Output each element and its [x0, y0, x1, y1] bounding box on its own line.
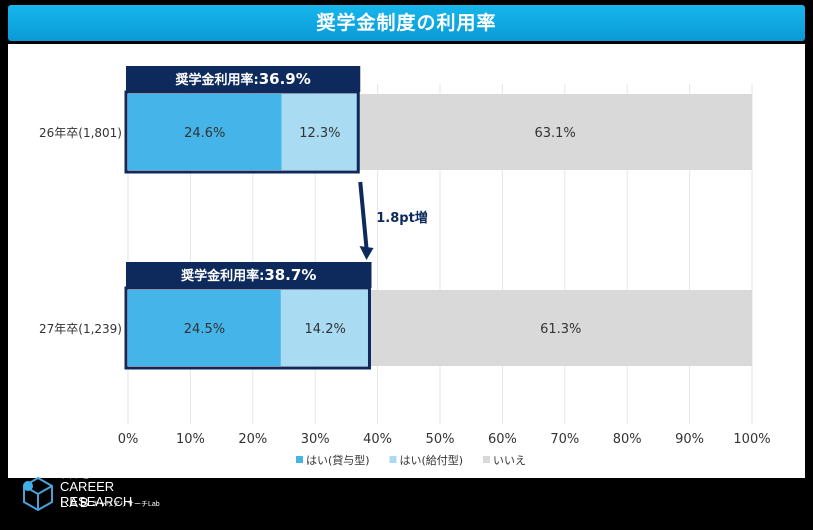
chart-title: 奨学金制度の利用率: [8, 5, 805, 41]
bar-data-label: 24.6%: [184, 126, 225, 141]
x-tick-label: 30%: [301, 432, 330, 447]
legend-swatch: [483, 456, 490, 463]
x-tick-label: 40%: [363, 432, 392, 447]
usage-rate-value: 36.9%: [259, 70, 311, 88]
increase-annotation: 1.8pt増: [376, 210, 428, 226]
brand-top-text: マイナビ: [58, 471, 90, 480]
bar-segment: [281, 94, 359, 170]
x-tick-label: 70%: [550, 432, 579, 447]
usage-rate-label: 奨学金利用率:: [175, 72, 259, 88]
bar-segment: [358, 94, 752, 170]
bar-data-label: 61.3%: [540, 322, 581, 337]
legend-item: いいえ: [493, 454, 526, 467]
usage-rate-callout: [126, 262, 372, 288]
bar-segment: [280, 290, 370, 366]
plot-panel: 0% 10% 20% 30% 40% 50% 60% 70% 80% 90% 100% 24.6% 12…: [8, 44, 805, 478]
bar-data-label: 12.3%: [299, 126, 340, 141]
usage-rate-value: 38.7%: [264, 266, 316, 284]
usage-rate-callout-text: 奨学金利用率:38.7%: [180, 266, 316, 284]
bar-data-label: 14.2%: [305, 322, 346, 337]
bar-segment: [128, 290, 281, 366]
bar-segment: [369, 290, 752, 366]
category-label: 27年卒(1,239): [39, 322, 122, 336]
x-tick-label: 50%: [426, 432, 455, 447]
legend-item: はい(貸与型): [306, 453, 370, 467]
usage-rate-callout: [126, 66, 361, 92]
x-tick-label: 20%: [238, 432, 267, 447]
brand-lab-text: LAB: [60, 495, 91, 510]
legend-item: はい(給付型): [400, 453, 464, 467]
x-tick-label: 80%: [613, 432, 642, 447]
brand-sub-text: キャリアリサーチLab: [92, 501, 160, 508]
cube-logo-icon: [23, 476, 53, 512]
x-tick-label: 100%: [733, 432, 770, 447]
usage-rate-label: 奨学金利用率:: [180, 268, 264, 284]
bar-segment: [128, 94, 282, 170]
legend-swatch: [389, 456, 397, 463]
bar-data-label: 63.1%: [534, 126, 575, 141]
bar-data-label: 24.5%: [184, 322, 225, 337]
usage-rate-callout-text: 奨学金利用率:36.9%: [175, 70, 311, 88]
x-tick-label: 10%: [176, 432, 205, 447]
legend-swatch: [296, 456, 303, 463]
career-research-lab-logo: マイナビ CAREER RESEARCH LAB キャリアリサーチLab: [20, 470, 190, 526]
increase-arrow-icon: [358, 181, 369, 249]
arrow-head-icon: [359, 246, 374, 260]
x-tick-label: 0%: [118, 432, 139, 447]
x-tick-label: 60%: [488, 432, 517, 447]
category-label: 26年卒(1,801): [39, 126, 122, 140]
chart-svg: 0% 10% 20% 30% 40% 50% 60% 70% 80% 90% 100% 24.6% 12…: [39, 66, 771, 467]
brand-main-text: CAREER RESEARCH: [60, 479, 133, 509]
x-tick-label: 90%: [675, 432, 704, 447]
